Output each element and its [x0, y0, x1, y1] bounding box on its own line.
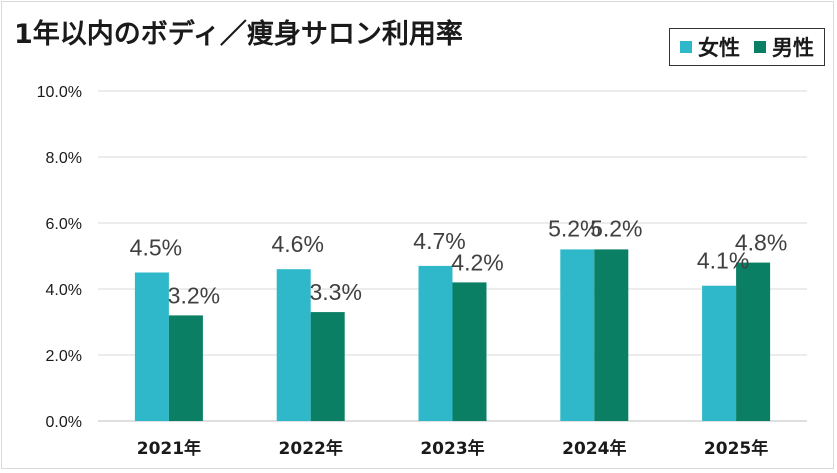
legend-label-female: 女性	[698, 36, 740, 60]
legend: 女性 男性	[669, 28, 825, 66]
data-label-male: 3.3%	[309, 279, 361, 305]
legend-item-female: 女性	[680, 32, 740, 62]
bar-male	[594, 249, 629, 421]
y-tick-label: 0.0%	[46, 414, 82, 431]
bar-female	[702, 285, 737, 421]
y-tick-label: 2.0%	[46, 348, 82, 365]
bar-female	[418, 265, 453, 421]
data-label-female: 4.6%	[271, 231, 323, 257]
bar-male	[168, 315, 203, 421]
bar-female	[276, 269, 311, 421]
x-tick-label: 2024年	[562, 438, 626, 459]
data-label-male: 4.8%	[735, 230, 787, 256]
bar-female	[560, 249, 595, 421]
data-label-female: 4.7%	[413, 228, 465, 254]
legend-item-male: 男性	[754, 32, 814, 62]
x-tick-label: 2021年	[137, 438, 201, 459]
data-label-male: 4.2%	[451, 249, 503, 275]
x-tick-label: 2025年	[704, 438, 768, 459]
y-tick-label: 10.0%	[37, 84, 82, 101]
data-label-male: 5.2%	[590, 215, 642, 241]
data-label-female: 4.5%	[130, 235, 182, 261]
x-tick-label: 2022年	[279, 438, 343, 459]
bar-male	[736, 262, 771, 421]
y-tick-label: 8.0%	[46, 150, 82, 167]
y-tick-label: 4.0%	[46, 282, 82, 299]
bar-male	[452, 282, 487, 421]
legend-label-male: 男性	[772, 36, 814, 60]
x-tick-label: 2023年	[420, 438, 484, 459]
data-label-female: 5.2%	[548, 215, 600, 241]
chart-title: 1年以内のボディ／痩身サロン利用率	[14, 19, 463, 50]
legend-swatch-male	[754, 41, 766, 53]
bar-male	[310, 312, 345, 421]
y-tick-label: 6.0%	[46, 216, 82, 233]
bar-female	[134, 272, 169, 421]
data-label-female: 4.1%	[697, 248, 749, 274]
legend-swatch-female	[680, 41, 692, 53]
data-label-male: 3.2%	[168, 282, 220, 308]
